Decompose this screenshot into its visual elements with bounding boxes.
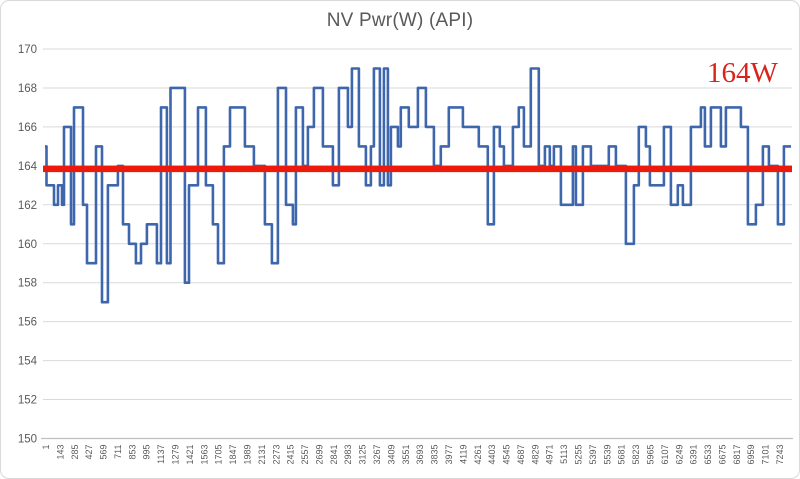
- x-axis-tick-label: 2699: [314, 445, 324, 465]
- x-axis-tick-label: 3267: [372, 445, 382, 465]
- x-axis-tick-label: 6391: [689, 445, 699, 465]
- x-axis-tick-label: 5823: [631, 445, 641, 465]
- x-axis-tick-label: 5113: [559, 445, 569, 464]
- x-axis-tick-label: 2131: [257, 445, 267, 465]
- y-axis-tick-label: 164: [18, 161, 38, 173]
- x-axis-tick-label: 6817: [732, 445, 742, 465]
- x-axis-tick-label: 6533: [703, 445, 713, 465]
- y-axis-tick-label: 154: [18, 356, 38, 368]
- x-axis-tick-label: 5539: [602, 445, 612, 465]
- x-axis-tick-label: 569: [99, 445, 109, 460]
- x-axis-tick-label: 1563: [199, 445, 209, 465]
- x-axis-tick-label: 7243: [775, 445, 785, 465]
- x-axis-tick-label: 4545: [502, 445, 512, 465]
- x-axis-tick-label: 2983: [343, 445, 353, 465]
- x-axis-tick-label: 4119: [458, 445, 468, 464]
- x-axis-tick-label: 5397: [588, 445, 598, 465]
- x-axis-tick-label: 5681: [617, 445, 627, 465]
- y-axis-tick-label: 156: [18, 317, 37, 329]
- x-axis-tick-label: 3835: [430, 445, 440, 465]
- x-axis-tick-label: 1705: [214, 445, 224, 465]
- x-axis-tick-label: 6249: [674, 445, 684, 465]
- x-axis-tick-label: 4829: [530, 445, 540, 465]
- x-axis-tick-label: 1137: [156, 445, 166, 464]
- x-axis-tick-label: 7101: [761, 445, 771, 465]
- x-axis-tick-label: 5965: [645, 445, 655, 465]
- x-axis-tick-label: 4971: [545, 445, 555, 465]
- y-axis-tick-label: 162: [18, 200, 37, 212]
- y-axis-tick-label: 170: [18, 44, 37, 56]
- x-axis-tick-label: 1847: [228, 445, 238, 465]
- x-axis-tick-label: 2557: [300, 445, 310, 465]
- y-axis-tick-labels: 150 152 154 156 158 160 162 164 166 168 170: [18, 44, 38, 446]
- x-axis-tick-label: 711: [113, 445, 123, 459]
- x-axis-tick-label: 6959: [746, 445, 756, 465]
- x-axis-tick-labels: 1 143 285 427 569 711 853 995 1137 1279 1421 1563 17…: [41, 445, 785, 465]
- x-axis-tick-label: 3125: [358, 445, 368, 465]
- y-axis-tick-label: 152: [18, 395, 37, 407]
- x-axis-tick-label: 853: [127, 445, 137, 460]
- x-axis-tick-label: 1279: [171, 445, 181, 465]
- y-axis-tick-label: 160: [18, 239, 37, 251]
- x-axis-tick-label: 427: [84, 445, 94, 460]
- x-axis-tick-label: 6107: [660, 445, 670, 465]
- x-axis-tick-label: 6675: [717, 445, 727, 465]
- x-axis-tick-label: 995: [142, 445, 152, 460]
- x-axis-tick-label: 3977: [444, 445, 454, 465]
- x-axis-tick-label: 143: [55, 445, 65, 460]
- x-axis-tick-label: 5255: [574, 445, 584, 465]
- x-axis-tick-label: 4403: [487, 445, 497, 465]
- x-axis-tick-label: 2273: [271, 445, 281, 465]
- x-axis-tick-label: 2415: [286, 445, 296, 465]
- x-axis-tick-label: 3409: [386, 445, 396, 465]
- chart-title: NV Pwr(W) (API): [326, 10, 474, 31]
- x-axis-tick-label: 4261: [473, 445, 483, 465]
- y-axis-tick-label: 150: [18, 434, 37, 446]
- power-series-step-line: [45, 67, 791, 304]
- x-axis-tick-label: 3551: [401, 445, 411, 465]
- x-axis-tick-label: 4687: [516, 445, 526, 465]
- x-axis-tick-label: 1989: [242, 445, 252, 465]
- y-axis-tick-label: 158: [18, 278, 37, 290]
- x-axis-tick-label: 1: [41, 445, 51, 450]
- reference-value-annotation: 164W: [707, 57, 778, 89]
- y-axis-tick-label: 166: [18, 122, 37, 134]
- x-axis-tick-label: 3693: [415, 445, 425, 465]
- x-axis-tick-label: 1421: [185, 445, 195, 465]
- y-axis-tick-label: 168: [18, 83, 37, 95]
- x-axis-tick-label: 285: [70, 445, 80, 460]
- x-axis-tick-label: 2841: [329, 445, 339, 465]
